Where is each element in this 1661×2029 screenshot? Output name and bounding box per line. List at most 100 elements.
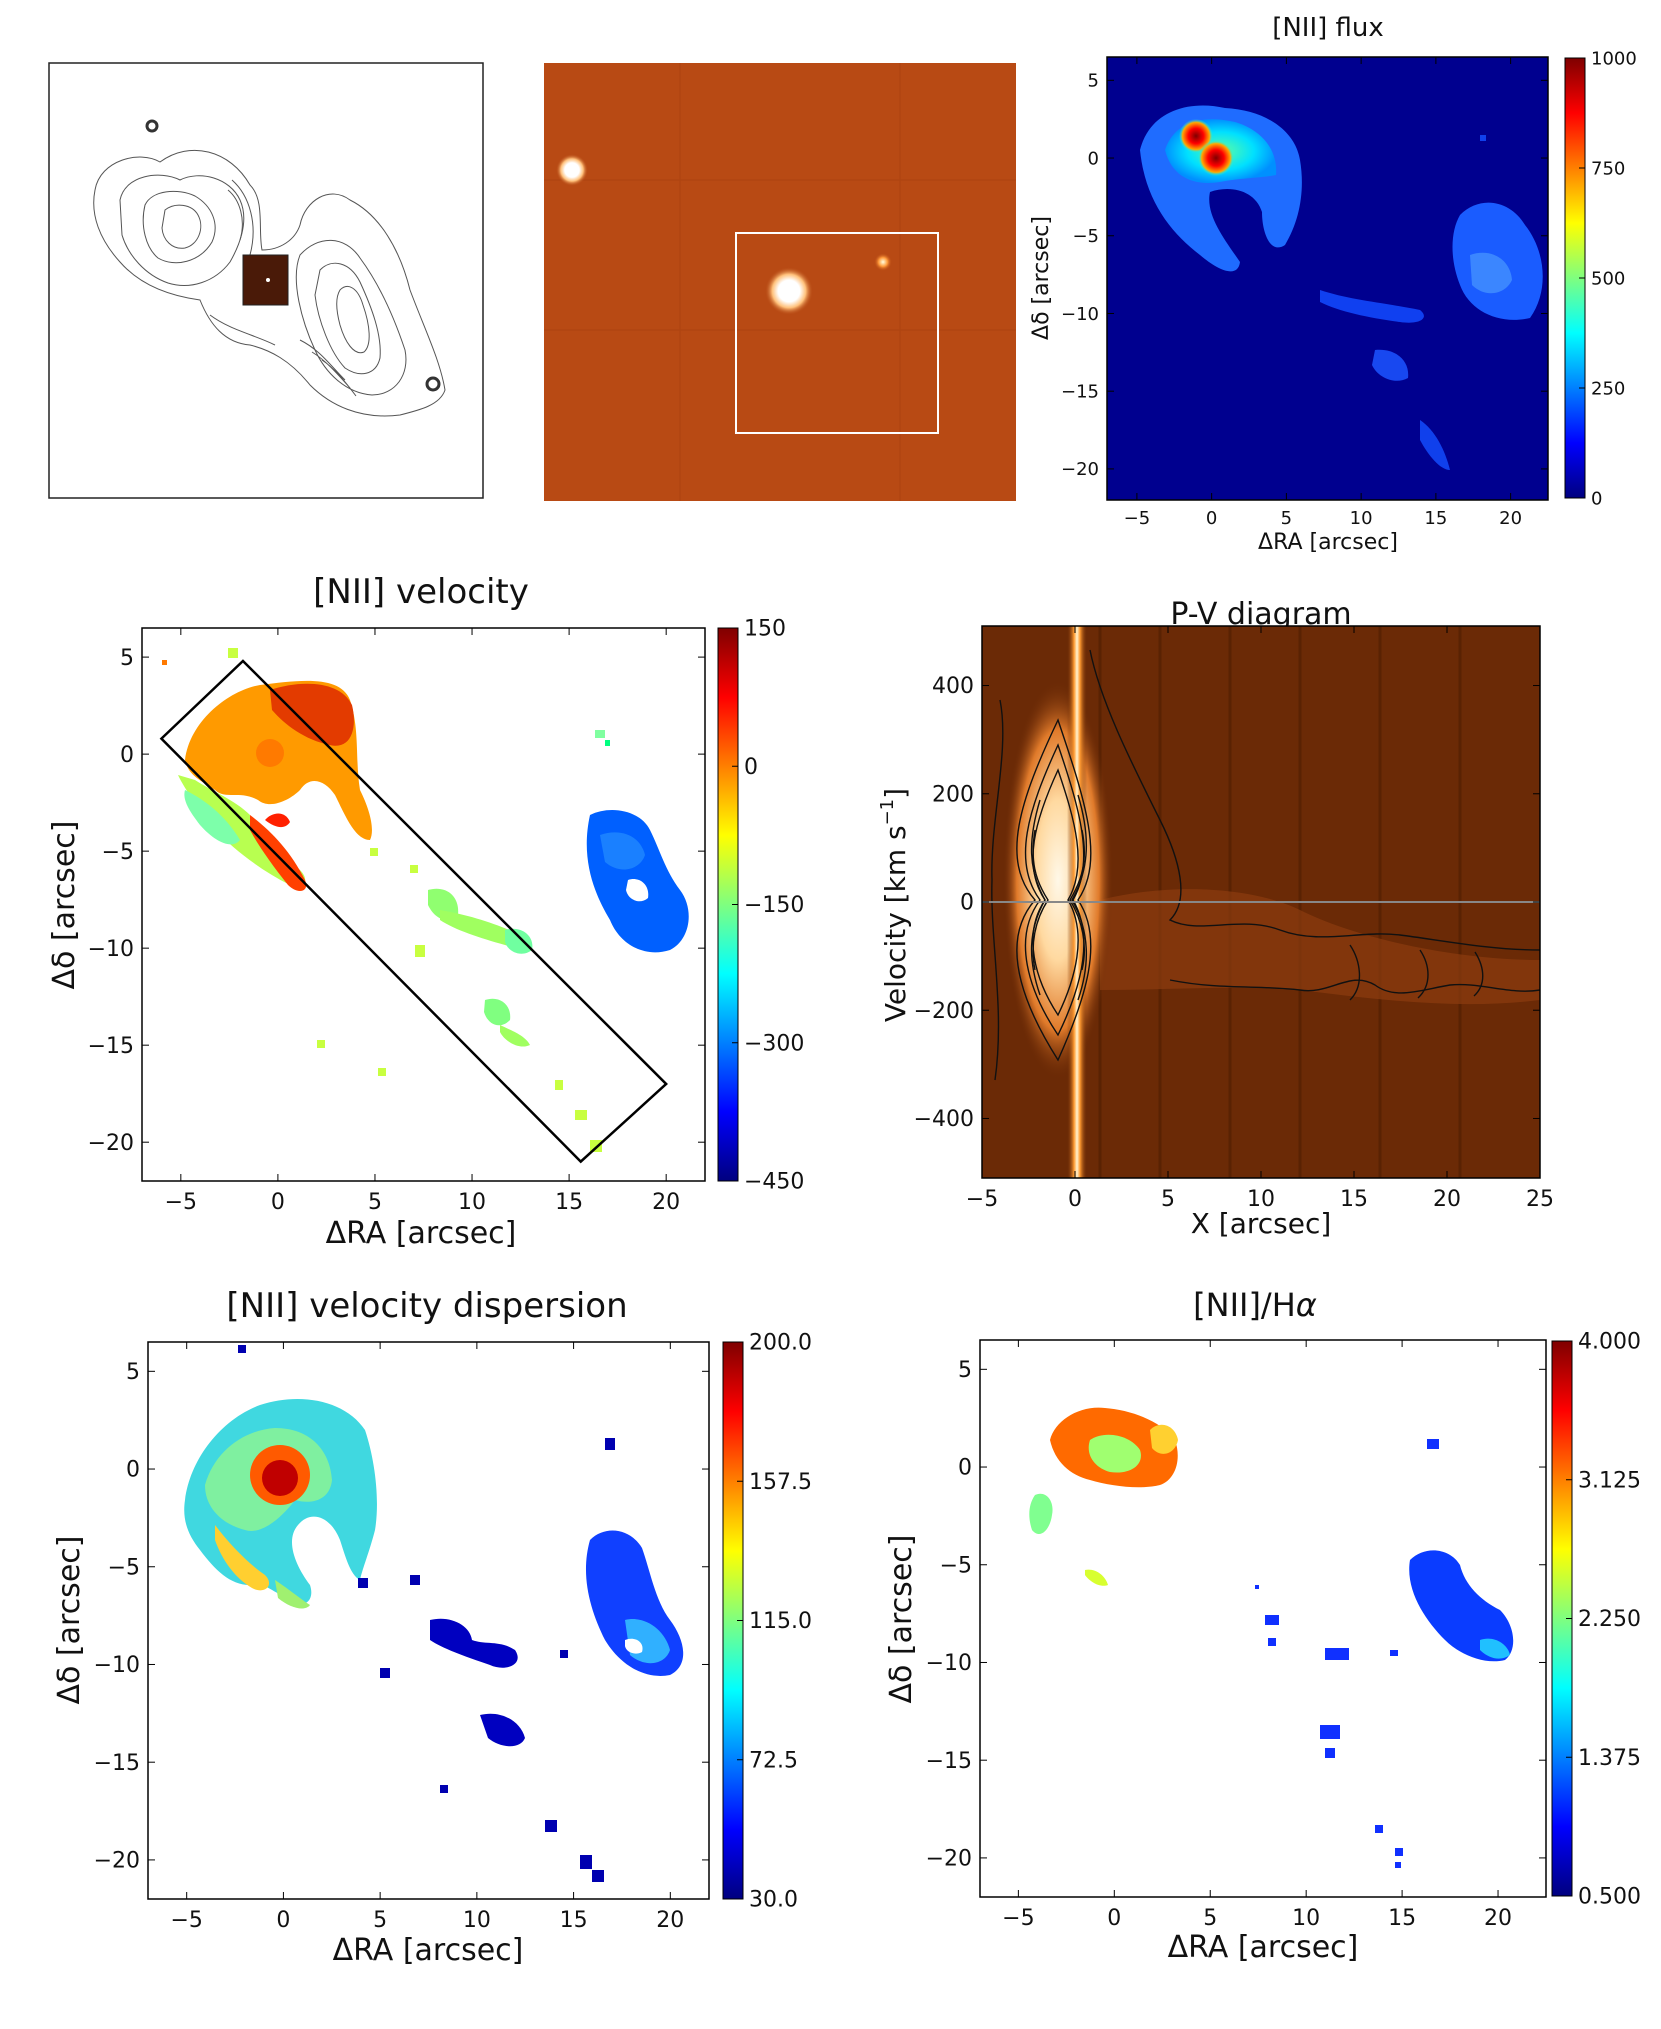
pv-xtick-label: 25 — [1526, 1187, 1554, 1212]
velocity-ytick-label: −20 — [88, 1131, 134, 1156]
broadband-star-small — [874, 253, 892, 271]
velocity-xlabel: ΔRA [arcsec] — [326, 1216, 517, 1251]
velocity-x-ticks: −5 0 5 10 15 20 — [165, 628, 680, 1215]
flux-xtick-label: 0 — [1206, 508, 1217, 529]
dispersion-ytick-label: 5 — [126, 1360, 140, 1385]
flux-colorbar-label: 1000 — [1591, 48, 1637, 69]
ratio-xlabel: ΔRA [arcsec] — [1168, 1930, 1359, 1965]
ratio-ytick-label: 0 — [958, 1456, 972, 1481]
flux-colorbar-label: 250 — [1591, 378, 1625, 399]
pv-ytick-label: −200 — [914, 999, 974, 1024]
pv-ylabel-main: Velocity [km s — [879, 825, 912, 1022]
ratio-x-ticks: −5 0 5 10 15 20 — [1002, 1340, 1512, 1931]
velocity-slit-box — [159, 659, 668, 1164]
dispersion-colorbar-label: 72.5 — [749, 1748, 798, 1773]
ratio-xtick-label: 20 — [1484, 1906, 1512, 1931]
velocity-ytick-label: 5 — [120, 646, 134, 671]
pv-xlabel: X [arcsec] — [1191, 1207, 1332, 1240]
ratio-colorbar-label: 3.125 — [1578, 1468, 1641, 1493]
ratio-frame — [979, 1339, 1547, 1898]
contour-panel — [48, 62, 484, 499]
dispersion-xtick-label: 10 — [463, 1908, 491, 1933]
flux-ytick-label: 5 — [1088, 71, 1099, 92]
flux-y-ticks: 5 0 −5 −10 −15 −20 — [1061, 71, 1548, 480]
pv-ytick-label: −400 — [914, 1107, 974, 1132]
ratio-colorbar-label: 4.000 — [1578, 1330, 1641, 1355]
velocity-colorbar-label: 150 — [744, 617, 786, 642]
ratio-emission — [1029, 1407, 1514, 1868]
flux-colorbar-label: 500 — [1591, 268, 1625, 289]
pv-ytick-label: 0 — [960, 891, 974, 916]
contour-inset-box — [242, 254, 289, 306]
velocity-ytick-label: 0 — [120, 743, 134, 768]
flux-title: [NII] flux — [1272, 13, 1384, 43]
dispersion-xlabel: ΔRA [arcsec] — [333, 1933, 524, 1968]
dispersion-ytick-label: −20 — [94, 1849, 140, 1874]
velocity-xtick-label: 0 — [271, 1190, 285, 1215]
flux-colorbar-ticks: 1000 750 500 250 0 — [1579, 48, 1637, 509]
velocity-ytick-label: −5 — [102, 840, 134, 865]
flux-xtick-label: 10 — [1350, 508, 1373, 529]
velocity-colorbar-label: −300 — [744, 1031, 804, 1056]
dispersion-panel: [NII] velocity dispersion −5 0 — [52, 1286, 812, 1968]
ratio-ytick-label: −20 — [926, 1847, 972, 1872]
dispersion-ytick-label: −5 — [108, 1555, 140, 1580]
flux-xtick-label: 20 — [1499, 508, 1522, 529]
ratio-ytick-label: 5 — [958, 1358, 972, 1383]
dispersion-colorbar-ticks: 200.0 157.5 115.0 72.5 30.0 — [737, 1331, 812, 1913]
flux-colorbar-label: 0 — [1591, 488, 1602, 509]
pv-ytick-label: 400 — [932, 674, 974, 699]
dispersion-emission — [184, 1345, 684, 1882]
velocity-y-ticks: 5 0 −5 −10 −15 −20 — [88, 646, 705, 1156]
ratio-xtick-label: 10 — [1292, 1906, 1320, 1931]
pv-ytick-label: 200 — [932, 782, 974, 807]
ratio-colorbar-ticks: 4.000 3.125 2.250 1.375 0.500 — [1566, 1330, 1641, 1910]
flux-ytick-label: −20 — [1061, 459, 1099, 480]
flux-panel: [NII] flux −5 0 5 10 15 20 5 0 −5 −10 −15 −20 ΔRA … — [1029, 13, 1637, 555]
velocity-xtick-label: 10 — [458, 1190, 486, 1215]
velocity-xtick-label: 15 — [555, 1190, 583, 1215]
ratio-title-greek: α — [1296, 1286, 1317, 1324]
pv-contours — [991, 649, 1541, 1081]
velocity-xtick-label: −5 — [165, 1190, 197, 1215]
pv-faint-band — [1100, 889, 1540, 1005]
velocity-xtick-label: 20 — [652, 1190, 680, 1215]
pv-y-ticks: 400 200 0 −200 −400 — [914, 674, 1540, 1132]
flux-ytick-label: 0 — [1088, 148, 1099, 169]
flux-xtick-label: −5 — [1124, 508, 1151, 529]
ratio-title-main: [NII]/H — [1193, 1286, 1296, 1324]
ratio-ylabel: Δδ [arcsec] — [884, 1535, 919, 1704]
broadband-star-center — [765, 267, 813, 315]
flux-ytick-label: −10 — [1061, 304, 1099, 325]
flux-frame — [1106, 56, 1549, 501]
velocity-emission — [162, 648, 689, 1152]
ratio-xtick-label: 15 — [1388, 1906, 1416, 1931]
velocity-title: [NII] velocity — [313, 572, 529, 612]
dispersion-xtick-label: −5 — [170, 1908, 202, 1933]
broadband-panel — [544, 63, 1016, 501]
ratio-title: [NII]/Hα — [1193, 1286, 1317, 1324]
flux-xlabel: ΔRA [arcsec] — [1258, 530, 1398, 555]
velocity-ylabel: Δδ [arcsec] — [47, 821, 82, 990]
ratio-ytick-label: −15 — [926, 1749, 972, 1774]
dispersion-title: [NII] velocity dispersion — [226, 1286, 627, 1326]
dispersion-xtick-label: 0 — [276, 1908, 290, 1933]
pv-x-ticks: −5 0 5 10 15 20 25 — [966, 626, 1554, 1212]
velocity-xtick-label: 5 — [368, 1190, 382, 1215]
flux-x-ticks: −5 0 5 10 15 20 — [1124, 57, 1522, 529]
contour-star-b — [425, 376, 441, 392]
pv-xtick-label: 10 — [1247, 1187, 1275, 1212]
velocity-colorbar-label: −450 — [744, 1170, 804, 1195]
pv-xtick-label: 20 — [1433, 1187, 1461, 1212]
pv-xtick-label: 5 — [1161, 1187, 1175, 1212]
ratio-colorbar-label: 0.500 — [1578, 1885, 1641, 1910]
ratio-xtick-label: 0 — [1107, 1906, 1121, 1931]
contour-lines — [93, 149, 446, 417]
ratio-ytick-label: −10 — [926, 1651, 972, 1676]
broadband-star-left — [556, 154, 588, 186]
ratio-xtick-label: 5 — [1203, 1906, 1217, 1931]
dispersion-ytick-label: 0 — [126, 1458, 140, 1483]
flux-ylabel: Δδ [arcsec] — [1029, 216, 1054, 340]
